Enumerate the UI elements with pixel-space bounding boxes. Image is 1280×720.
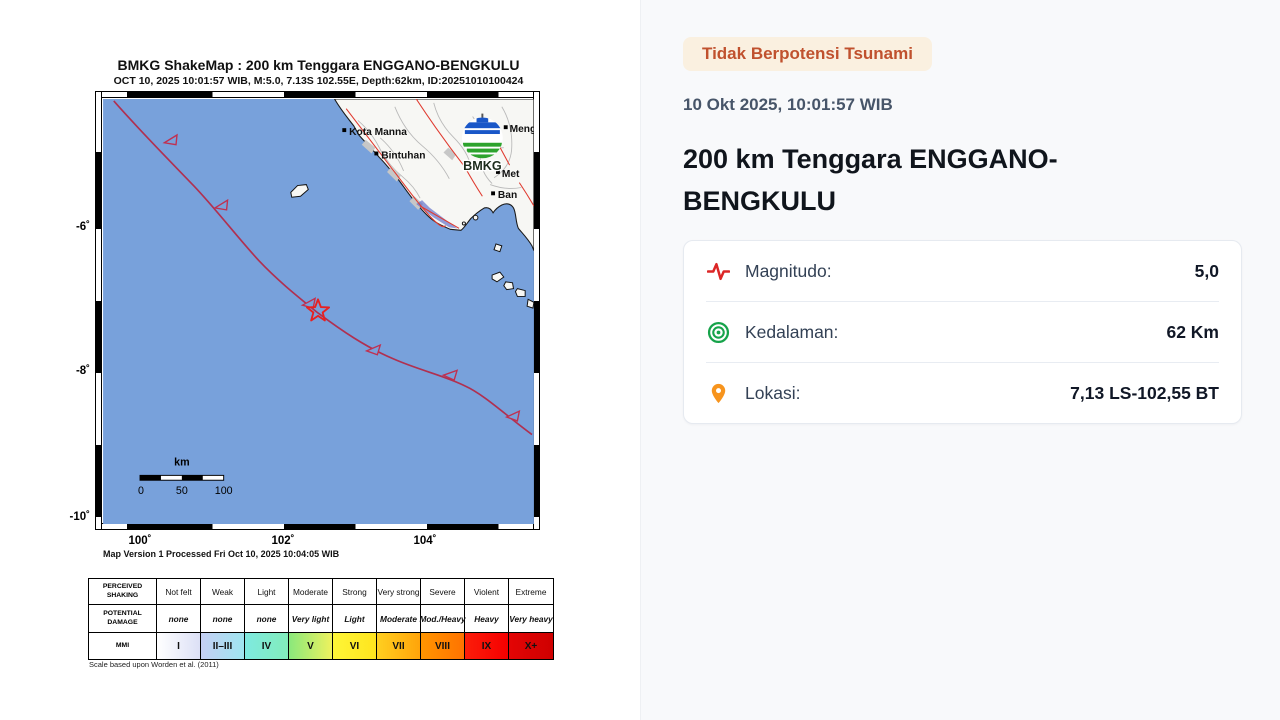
y-axis-tick: -10˚ <box>69 511 90 523</box>
location-value: 7,13 LS-102,55 BT <box>1070 382 1219 403</box>
depth-label: Kedalaman: <box>745 321 839 342</box>
epicenter-star <box>305 298 331 322</box>
islands <box>290 184 534 309</box>
legend-mmi-cell: I <box>157 633 201 659</box>
city-label: Bintuhan <box>381 150 425 161</box>
x-axis-tick: 100˚ <box>128 535 152 547</box>
magnitude-value: 5,0 <box>1194 260 1219 281</box>
scale-tick: 50 <box>176 485 188 497</box>
legend-mmi-cell: II–III <box>201 633 245 659</box>
scale-tick: 100 <box>215 485 233 497</box>
event-datetime: 10 Okt 2025, 10:01:57 WIB <box>683 95 893 114</box>
shakemap-image: Kota Manna Bintuhan Meng Met Ban <box>95 91 540 530</box>
y-axis-tick: -6˚ <box>75 221 90 233</box>
legend-row-header: PERCEIVED SHAKING <box>89 579 157 605</box>
city-markers: Kota Manna Bintuhan Meng Met Ban <box>342 124 534 201</box>
shakemap-title: BMKG ShakeMap : 200 km Tenggara ENGGANO-… <box>117 57 520 73</box>
shakemap-panel: BMKG ShakeMap : 200 km Tenggara ENGGANO-… <box>69 57 554 669</box>
legend-damage-cell: Very heavy <box>509 605 553 633</box>
tsunami-status-badge: Tidak Berpotensi Tsunami <box>683 37 932 71</box>
legend-damage-cell: none <box>245 605 289 633</box>
scale-tick: 0 <box>138 485 144 497</box>
seismograph-icon <box>706 259 730 283</box>
magnitude-label: Magnitudo: <box>745 260 832 281</box>
event-info-card: Magnitudo: 5,0 Kedalaman: 62 Km <box>683 240 1242 424</box>
legend-shaking-cell: Moderate <box>289 579 333 605</box>
depth-value: 62 Km <box>1166 321 1219 342</box>
legend-mmi-cell: VI <box>333 633 377 659</box>
city-label: Met <box>502 169 520 180</box>
bmkg-logo: BMKG <box>462 113 503 174</box>
legend-row-header: POTENTIAL DAMAGE <box>89 605 157 633</box>
x-axis-tick: 102˚ <box>271 535 295 547</box>
magnitude-row: Magnitudo: 5,0 <box>684 241 1241 301</box>
legend-mmi-cell: V <box>289 633 333 659</box>
map-frame-top <box>96 92 539 98</box>
city-label: Meng <box>510 124 534 135</box>
legend-mmi-cell: VIII <box>421 633 465 659</box>
city-label: Kota Manna <box>349 127 407 138</box>
legend-mmi-cell: IX <box>465 633 509 659</box>
shakemap-subtitle: OCT 10, 2025 10:01:57 WIB, M:5.0, 7.13S … <box>113 75 524 87</box>
event-title: 200 km Tenggara ENGGANO-BENGKULU <box>683 144 1058 216</box>
divider <box>706 362 1219 363</box>
location-pin-icon <box>706 381 730 405</box>
map-canvas: Kota Manna Bintuhan Meng Met Ban <box>103 99 534 524</box>
legend-shaking-cell: Strong <box>333 579 377 605</box>
legend-damage-cell: Very light <box>289 605 333 633</box>
legend-shaking-cell: Very strong <box>377 579 421 605</box>
legend-mmi-cell: VII <box>377 633 421 659</box>
depth-icon <box>706 320 730 344</box>
legend-damage-cell: Light <box>333 605 377 633</box>
scale-bar: km 0 50 100 <box>138 457 233 497</box>
legend-mmi-cell: X+ <box>509 633 553 659</box>
legend-damage-cell: none <box>157 605 201 633</box>
bmkg-logo-text: BMKG <box>463 159 502 173</box>
legend-shaking-cell: Extreme <box>509 579 553 605</box>
trench-teeth <box>162 133 521 422</box>
map-version-note: Map Version 1 Processed Fri Oct 10, 2025… <box>103 549 340 559</box>
legend-damage-cell: Heavy <box>465 605 509 633</box>
map-frame-left <box>96 92 102 529</box>
legend-damage-cell: none <box>201 605 245 633</box>
legend-shaking-cell: Not felt <box>157 579 201 605</box>
trench-line <box>113 100 533 436</box>
divider <box>706 301 1219 302</box>
event-detail-panel: Tidak Berpotensi Tsunami 10 Okt 2025, 10… <box>640 0 1280 720</box>
x-axis-tick: 104˚ <box>413 535 437 547</box>
legend-shaking-cell: Light <box>245 579 289 605</box>
location-row: Lokasi: 7,13 LS-102,55 BT <box>684 363 1241 423</box>
legend-damage-cell: Mod./Heavy <box>419 605 466 633</box>
city-label: Ban <box>498 190 517 201</box>
location-label: Lokasi: <box>745 382 801 403</box>
legend-row-header: MMI <box>89 633 157 659</box>
legend-shaking-cell: Weak <box>201 579 245 605</box>
legend-shaking-cell: Severe <box>421 579 465 605</box>
legend-damage-cell: Moderate <box>377 605 421 633</box>
legend-footnote: Scale based upon Worden et al. (2011) <box>89 660 219 669</box>
scale-unit: km <box>174 457 189 469</box>
legend-mmi-cell: IV <box>245 633 289 659</box>
y-axis-tick: -8˚ <box>75 365 90 377</box>
depth-row: Kedalaman: 62 Km <box>684 302 1241 362</box>
mmi-legend-table: PERCEIVED SHAKING Not felt Weak Light Mo… <box>88 578 554 660</box>
legend-shaking-cell: Violent <box>465 579 509 605</box>
